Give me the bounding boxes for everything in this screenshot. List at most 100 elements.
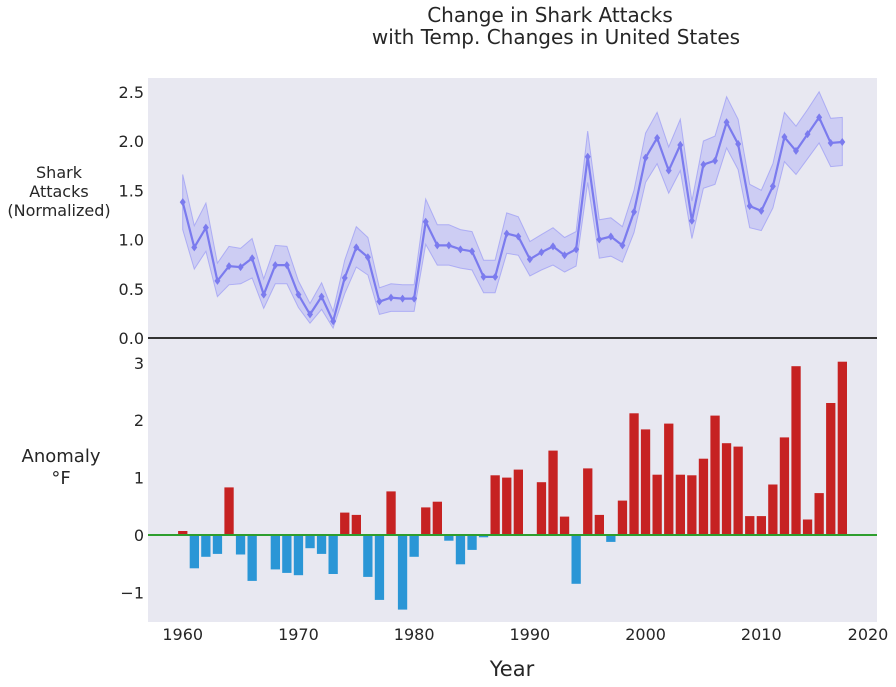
top-y-axis-label-line: Shark [36,163,83,182]
shark-attacks-point [399,294,406,303]
shark-attacks-point [503,229,510,238]
anomaly-bar [386,491,396,535]
top-y-tick-label: 0.5 [119,280,144,299]
shark-attacks-point [781,133,788,142]
shark-attacks-point [237,263,244,272]
anomaly-bar [316,535,327,554]
shark-attacks-point [526,255,533,264]
shark-attacks-point [480,272,487,281]
bottom-y-axis-label-line: °F [51,468,70,489]
bottom-y-tick-label: 3 [134,354,144,373]
shark-attacks-point [746,202,753,211]
shark-attacks-point [642,153,649,162]
anomaly-bar [710,415,720,535]
anomaly-bar [629,413,639,535]
shark-attacks-point [341,273,348,282]
anomaly-bar [351,514,361,535]
anomaly-bar [363,535,373,577]
anomaly-bar [640,429,651,535]
bottom-y-axis-label: Anomaly°F [22,446,101,489]
anomaly-bar [444,535,454,541]
anomaly-bar [779,437,790,535]
anomaly-bar [374,535,385,600]
temperature-anomaly-plot [148,361,877,610]
anomaly-bar [478,535,489,538]
chart-title-line-1: Change in Shark Attacks [427,3,673,27]
chart-title-line-2: with Temp. Changes in United States [372,25,740,49]
shark-attacks-point [434,241,441,250]
anomaly-bar [721,443,732,535]
shark-attacks-point [712,156,718,165]
shark-attacks-point [364,253,371,262]
shark-attacks-line [181,115,843,325]
anomaly-bar [826,403,836,535]
shark-attacks-point [793,146,799,155]
x-tick-label: 2000 [625,625,666,644]
anomaly-bar [791,366,801,535]
x-tick-label: 2010 [741,625,782,644]
anomaly-bar [455,535,466,565]
anomaly-bar [189,535,199,569]
anomaly-bar [224,487,234,535]
bottom-y-ticks: −1 0 1 2 3 [120,354,144,603]
shark-attacks-point [827,138,834,147]
bottom-y-tick-label: −1 [120,583,144,602]
anomaly-bar [409,535,419,557]
anomaly-bar [617,500,628,535]
anomaly-bar [768,484,778,535]
anomaly-bar [490,475,500,535]
anomaly-bar [270,535,280,570]
anomaly-bar [687,475,697,535]
anomaly-bar [397,535,408,610]
anomaly-bar [814,493,824,535]
anomaly-bar [305,535,315,549]
shark-attacks-point [179,198,186,207]
anomaly-bar [698,458,709,535]
top-y-tick-label: 2.0 [119,132,144,151]
anomaly-bar [594,514,604,535]
anomaly-bar [675,474,685,535]
shark-attacks-point [758,206,765,215]
shark-attacks-point [202,223,209,232]
bottom-y-tick-label: 1 [134,469,144,488]
anomaly-bar [247,535,257,581]
anomaly-bar [421,507,431,535]
top-y-tick-label: 1.0 [119,231,144,250]
shark-attacks-point [607,232,614,241]
shark-attacks-point [422,217,429,226]
top-y-ticks: 0.0 0.5 1.0 1.5 2.0 2.5 [119,83,144,348]
shark-attacks-point [735,139,742,148]
x-axis-label: Year [489,657,535,681]
shark-attacks-point [191,243,198,252]
anomaly-bar [513,469,523,535]
shark-attacks-point [584,152,591,161]
shark-attacks-point [700,160,707,169]
shark-attacks-point [411,294,418,303]
anomaly-bar [745,516,755,535]
shark-attacks-point [318,292,325,301]
anomaly-bar [583,468,593,535]
anomaly-bar [571,535,581,584]
shark-attacks-point [665,166,672,175]
shark-attacks-point [677,140,684,149]
x-tick-label: 1990 [509,625,550,644]
shark-attacks-point [388,293,394,302]
shark-attacks-point [769,182,776,191]
x-tick-label: 1970 [278,625,319,644]
shark-attacks-point [307,310,313,319]
shark-attacks-point [214,276,221,285]
shark-attacks-point [515,232,522,241]
shark-attacks-point [445,241,452,250]
anomaly-bar [235,535,246,555]
anomaly-bar [548,450,558,535]
anomaly-bar [756,516,766,535]
shark-attacks-point [260,290,267,299]
anomaly-bar [201,535,211,557]
shark-attacks-point [804,130,811,139]
anomaly-bar [340,512,350,535]
bottom-plot-background [148,338,877,622]
shark-attacks-point [376,297,383,306]
anomaly-bar [606,535,616,542]
shark-attacks-point [249,254,256,263]
